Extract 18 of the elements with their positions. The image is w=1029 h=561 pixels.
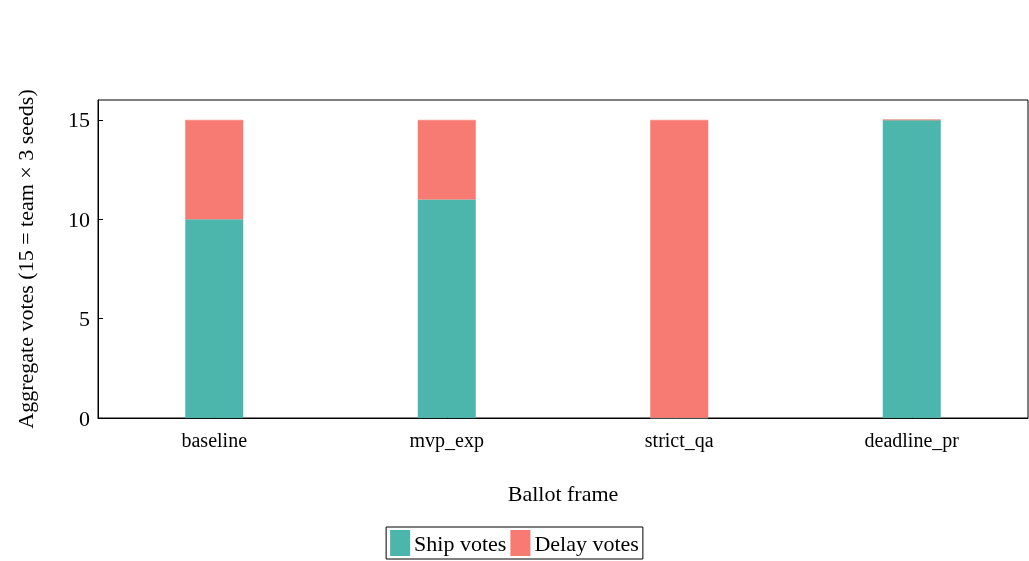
legend-label: Delay votes: [534, 530, 639, 556]
legend-label: Ship votes: [414, 530, 507, 556]
x-tick-label: mvp_exp: [409, 429, 484, 452]
y-tick-label: 0: [79, 405, 90, 431]
x-tick-label: deadline_pr: [864, 429, 960, 452]
y-axis-title: Aggregate votes (15 = team × 3 seeds): [12, 89, 38, 429]
bar: [417, 119, 476, 200]
x-tick-label: baseline: [181, 429, 248, 451]
x-axis-title: Ballot frame: [507, 480, 619, 506]
x-tick-label: strict_qa: [644, 429, 714, 452]
y-tick-label: 15: [68, 107, 90, 133]
y-tick-label: 5: [79, 306, 90, 332]
y-tick-label: 10: [68, 206, 90, 232]
bar: [185, 219, 244, 418]
bar: [882, 119, 941, 418]
bar: [650, 119, 709, 418]
bar: [185, 119, 244, 220]
bar: [417, 199, 476, 418]
